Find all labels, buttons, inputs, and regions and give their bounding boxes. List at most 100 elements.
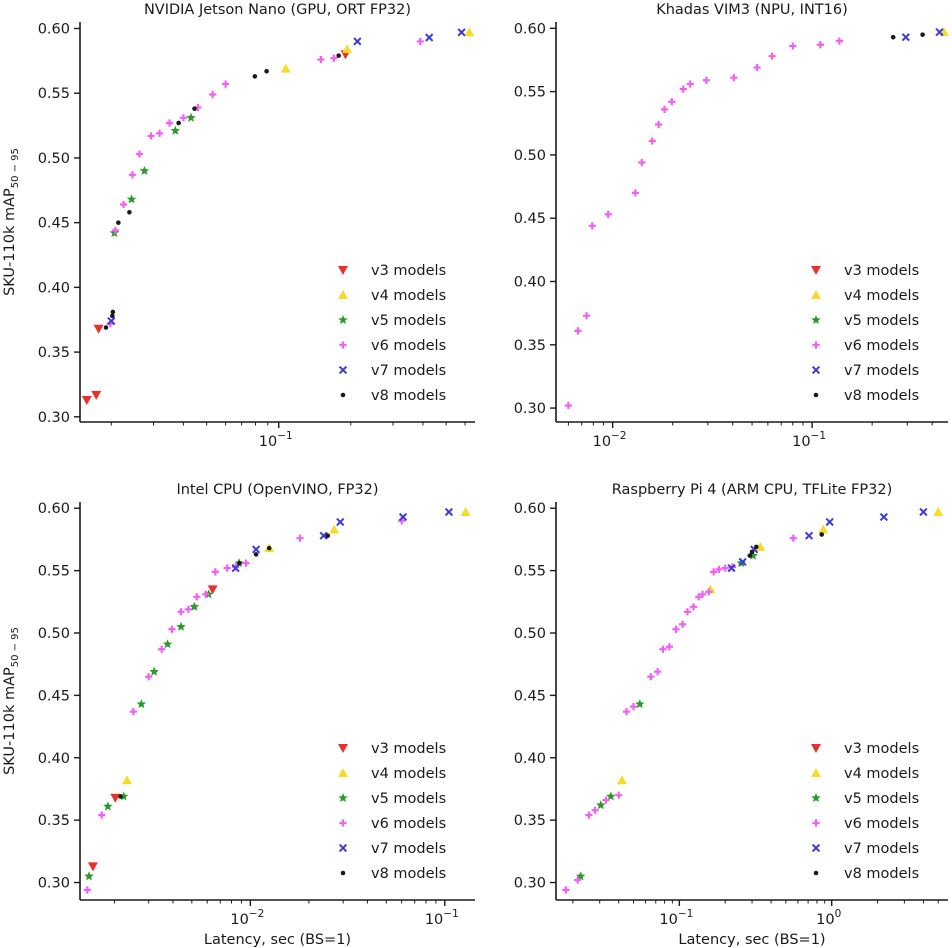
legend-label: v5 models bbox=[371, 313, 446, 329]
data-point-v4-models bbox=[818, 524, 829, 534]
series-v7-models bbox=[107, 28, 466, 326]
data-point-v6-models bbox=[135, 150, 144, 158]
legend: v3 models v4 models v5 models v6 models v7 m… bbox=[338, 263, 446, 404]
data-point-v8-models bbox=[237, 560, 242, 566]
legend-label: v3 models bbox=[844, 263, 919, 279]
data-point-v6-models bbox=[710, 568, 718, 576]
y-tick-label: 0.35 bbox=[514, 813, 546, 829]
data-point-v8-models bbox=[103, 325, 109, 330]
data-point-v5-models bbox=[176, 621, 186, 631]
data-point-v7-models bbox=[425, 33, 434, 42]
y-axis-label: SKU-110k mAP50 − 95 bbox=[2, 148, 21, 296]
legend-marker-v5-models bbox=[338, 793, 348, 803]
data-point-v4-models bbox=[329, 524, 340, 534]
data-point-v7-models bbox=[919, 507, 928, 517]
data-point-v6-models bbox=[223, 564, 231, 572]
series-v6-models bbox=[83, 517, 406, 894]
data-point-v6-models bbox=[659, 645, 667, 653]
data-point-v4-models bbox=[933, 506, 944, 516]
data-point-v4-models bbox=[342, 44, 353, 54]
data-point-v6-models bbox=[158, 645, 166, 653]
data-point-v6-models bbox=[789, 534, 797, 542]
data-point-v3-models bbox=[207, 585, 218, 595]
data-point-v6-models bbox=[698, 590, 707, 598]
series-v7-models bbox=[231, 507, 454, 573]
series-v4-models bbox=[616, 506, 944, 785]
data-point-v7-models bbox=[935, 28, 944, 37]
panel-title: Raspberry Pi 4 (ARM CPU, TFLite FP32) bbox=[612, 482, 892, 498]
y-tick-label: 0.60 bbox=[38, 501, 70, 517]
y-tick-label: 0.50 bbox=[38, 151, 70, 167]
y-tick-label: 0.35 bbox=[38, 345, 70, 361]
data-point-v6-models bbox=[753, 63, 761, 72]
data-point-v8-models bbox=[110, 313, 115, 319]
data-point-v8-models bbox=[110, 309, 116, 315]
data-point-v6-models bbox=[177, 608, 185, 616]
data-point-v6-models bbox=[330, 54, 338, 62]
data-point-v5-models bbox=[606, 791, 616, 801]
data-point-v6-models bbox=[715, 565, 723, 573]
data-point-v6-models bbox=[211, 568, 219, 576]
data-point-v6-models bbox=[296, 534, 304, 542]
legend-marker-v3-models bbox=[338, 744, 348, 753]
legend-label: v7 models bbox=[371, 841, 446, 857]
data-point-v6-models bbox=[168, 625, 176, 633]
y-tick-label: 0.40 bbox=[38, 751, 70, 767]
data-point-v6-models bbox=[679, 85, 687, 93]
legend-marker-v3-models bbox=[338, 266, 348, 275]
data-point-v6-models bbox=[574, 327, 582, 335]
data-point-v6-models bbox=[591, 806, 599, 814]
y-tick-label: 0.45 bbox=[514, 688, 546, 704]
panel-title: NVIDIA Jetson Nano (GPU, ORT FP32) bbox=[144, 2, 411, 18]
legend-marker-v8-models bbox=[813, 392, 819, 398]
data-point-v5-models bbox=[186, 112, 196, 122]
panel-raspberry-pi-4: Raspberry Pi 4 (ARM CPU, TFLite FP32) 0.3… bbox=[514, 482, 948, 948]
data-point-v8-models bbox=[819, 532, 825, 537]
legend-label: v4 models bbox=[844, 288, 919, 304]
legend-label: v7 models bbox=[844, 363, 919, 379]
data-point-v7-models bbox=[251, 545, 261, 554]
data-point-v6-models bbox=[647, 673, 655, 681]
data-point-v8-models bbox=[266, 545, 272, 551]
y-tick-label: 0.45 bbox=[514, 211, 546, 227]
data-point-v6-models bbox=[604, 210, 612, 219]
y-tick-label: 0.60 bbox=[38, 21, 70, 37]
data-point-v6-models bbox=[638, 158, 646, 167]
legend-label: v6 models bbox=[844, 816, 919, 832]
data-point-v6-models bbox=[705, 588, 713, 596]
y-tick-label: 0.30 bbox=[514, 401, 546, 417]
data-point-v4-models bbox=[464, 27, 475, 37]
data-point-v6-models bbox=[582, 312, 591, 320]
data-point-v6-models bbox=[562, 886, 570, 894]
data-point-v8-models bbox=[176, 120, 181, 126]
data-point-v8-models bbox=[890, 34, 896, 40]
data-point-v7-models bbox=[738, 557, 747, 566]
data-point-v5-models bbox=[162, 639, 173, 649]
data-point-v6-models bbox=[668, 98, 676, 106]
data-point-v8-models bbox=[118, 794, 123, 799]
data-point-v6-models bbox=[98, 811, 106, 819]
data-point-v6-models bbox=[816, 41, 824, 49]
data-point-v3-models bbox=[81, 395, 92, 405]
legend-marker-v7-models bbox=[338, 843, 348, 853]
data-point-v6-models bbox=[678, 620, 687, 628]
data-point-v6-models bbox=[574, 876, 582, 884]
data-point-v6-models bbox=[111, 226, 119, 235]
data-point-v6-models bbox=[193, 593, 201, 601]
data-point-v6-models bbox=[564, 401, 572, 410]
legend-label: v3 models bbox=[371, 263, 446, 279]
y-tick-label: 0.60 bbox=[514, 501, 546, 517]
y-tick-label: 0.40 bbox=[38, 280, 70, 296]
legend-marker-v6-models bbox=[339, 819, 347, 827]
legend-marker-v4-models bbox=[338, 290, 348, 299]
x-tick-label: 10−1 bbox=[659, 908, 693, 928]
data-point-v6-models bbox=[202, 590, 210, 598]
data-point-v4-models bbox=[616, 775, 627, 785]
data-point-v8-models bbox=[754, 544, 759, 550]
data-point-v6-models bbox=[655, 120, 663, 129]
data-point-v6-models bbox=[665, 643, 673, 651]
data-point-v4-models bbox=[280, 63, 291, 73]
data-point-v6-models bbox=[83, 886, 91, 894]
legend-marker-v6-models bbox=[812, 341, 820, 349]
legend-marker-v5-models bbox=[811, 793, 821, 803]
